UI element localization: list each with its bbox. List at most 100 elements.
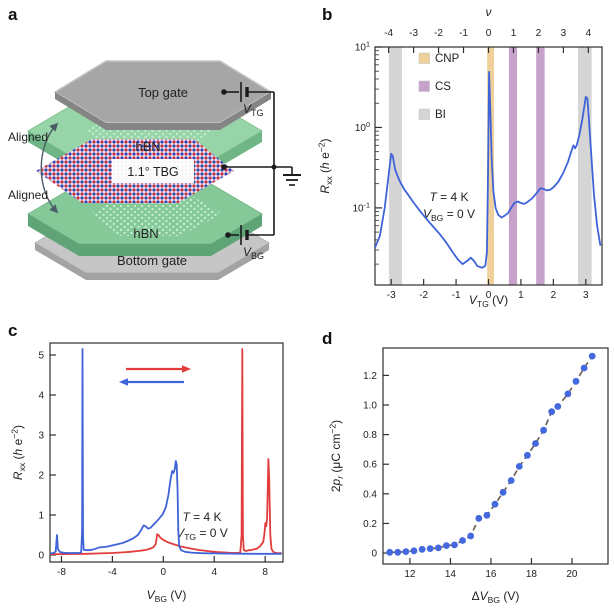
- rxx-vs-vtg-chart: 101 100 10-1 -3 -2 -1 0 1 2 3 -4 -3 -2 -1 0 1 2 3 4 ν CNP CS B…: [316, 5, 603, 307]
- data-point: [580, 364, 588, 372]
- data-point: [475, 514, 483, 522]
- panel-b-label: b: [322, 5, 333, 24]
- x-tick-label: 4: [211, 567, 217, 578]
- panel-c-label: c: [8, 321, 18, 340]
- rxx-curve: [375, 71, 602, 269]
- device-schematic: Top gate hBN 1.1° TBG hBN Bottom gate Al…: [8, 60, 301, 280]
- alignment-arrow: [40, 122, 59, 214]
- aligned-label-top: Aligned: [8, 130, 48, 144]
- legend-arrow-head-right: [182, 365, 191, 373]
- x-tick-label: 14: [445, 569, 457, 580]
- trend-line: [389, 355, 593, 554]
- data-point: [499, 488, 507, 496]
- x-tick-label: -3: [387, 290, 396, 301]
- y-axis-label: 2pr (μC cm−2): [327, 420, 345, 492]
- data-point: [540, 426, 547, 434]
- data-point: [548, 408, 556, 416]
- x-tick-label: 20: [566, 569, 578, 580]
- bias-circuit: [221, 82, 301, 245]
- x-tick-label: 0: [161, 567, 167, 578]
- phase-band: [487, 47, 495, 285]
- annotation-vtg: VTG = 0 V: [176, 526, 228, 542]
- x-tick-label: 8: [262, 567, 268, 578]
- nu-tick-label: -2: [434, 28, 443, 39]
- legend-arrow-head-left: [119, 378, 128, 386]
- panel-d-label: d: [322, 329, 333, 348]
- y-tick-label: 0.8: [363, 430, 377, 441]
- nu-tick-label: -3: [409, 28, 418, 39]
- data-point: [572, 377, 580, 385]
- vtg-label: VTG: [243, 102, 264, 118]
- data-point: [394, 548, 402, 556]
- y-tick-label: 4: [38, 391, 44, 402]
- nu-tick-label: 0: [486, 28, 492, 39]
- data-point: [588, 352, 596, 360]
- y-tick-label: 0: [38, 551, 44, 562]
- data-point: [402, 548, 410, 555]
- data-point: [507, 477, 515, 484]
- y-tick-label: 5: [38, 351, 44, 362]
- data-point: [443, 542, 450, 549]
- data-point: [386, 548, 394, 556]
- y-tick-label: 101: [355, 40, 370, 54]
- rxx-vs-vbg-hysteresis-chart: -8 -4 0 4 8 0 1 2 3 4 5 T = 4 K VTG = 0 V VBG (V) Rxx …: [9, 342, 284, 604]
- y-tick-label: 0.4: [363, 489, 377, 500]
- vtg-main: V: [243, 102, 252, 116]
- legend-label: CNP: [435, 53, 460, 65]
- data-point: [524, 451, 531, 459]
- data-point: [418, 545, 426, 553]
- legend-swatch: [418, 108, 430, 120]
- y-axis-label: Rxx (h e−2): [316, 138, 334, 193]
- legend-swatch: [418, 80, 430, 92]
- nu-axis-label: ν: [486, 5, 492, 19]
- curve-group: [50, 348, 282, 556]
- data-point: [426, 545, 434, 552]
- legend-label: BI: [435, 109, 446, 121]
- data-point: [515, 463, 523, 470]
- phase-band: [388, 47, 402, 285]
- tbg-label-box: [112, 159, 194, 183]
- ground-icon: [283, 167, 301, 186]
- x-tick-label: 16: [485, 569, 497, 580]
- phase-band: [508, 47, 518, 285]
- vtg-sub: TG: [251, 108, 264, 118]
- x-tick-label: -2: [419, 290, 428, 301]
- nu-tick-label: 1: [511, 28, 517, 39]
- x-tick-label: 1: [518, 290, 524, 301]
- y-tick-label: 10-1: [352, 201, 370, 215]
- top-gate-label: Top gate: [138, 85, 188, 100]
- data-point: [451, 541, 458, 549]
- nu-tick-label: 2: [536, 28, 542, 39]
- vbg-main: V: [243, 245, 252, 259]
- panel-a-label: a: [8, 5, 18, 24]
- data-point: [410, 547, 418, 555]
- data-point: [459, 537, 466, 544]
- y-tick-label: 0.6: [363, 460, 377, 471]
- sweep-curve-right: [50, 348, 282, 556]
- annotation-vbg: VBG = 0 V: [423, 207, 475, 223]
- data-point: [467, 532, 475, 540]
- plot-frame: [49, 342, 284, 563]
- x-axis-label: ΔVBG (V): [472, 589, 520, 605]
- y-tick-label: 100: [355, 120, 370, 134]
- phase-band: [578, 47, 592, 285]
- plot-frame: [382, 347, 609, 565]
- phase-band: [536, 47, 545, 285]
- aligned-label-bottom: Aligned: [8, 188, 48, 202]
- x-tick-label: 3: [583, 290, 589, 301]
- x-tick-label: -8: [57, 567, 66, 578]
- vbg-label: VBG: [243, 245, 264, 261]
- y-tick-label: 3: [38, 431, 44, 442]
- hbn-top-label: hBN: [135, 139, 160, 154]
- data-point: [491, 500, 499, 508]
- nu-tick-label: 4: [586, 28, 592, 39]
- nu-tick-label: 3: [561, 28, 567, 39]
- hbn-bottom-label: hBN: [133, 226, 158, 241]
- x-tick-label: 12: [404, 569, 416, 580]
- annotation-temperature: T = 4 K: [182, 510, 221, 524]
- legend-swatch: [418, 52, 430, 64]
- bottom-gate-label: Bottom gate: [117, 253, 187, 268]
- annotation-temperature: T = 4 K: [429, 190, 468, 204]
- vbg-sub: BG: [251, 251, 264, 261]
